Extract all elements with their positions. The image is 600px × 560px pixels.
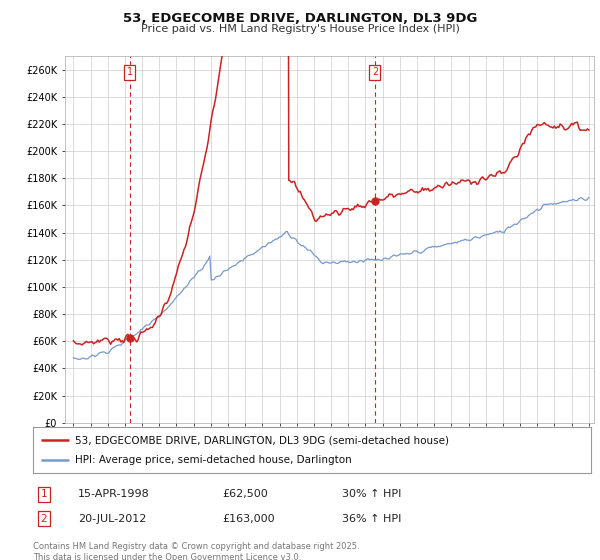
- Text: 1: 1: [40, 489, 47, 500]
- Text: 36% ↑ HPI: 36% ↑ HPI: [342, 514, 401, 524]
- Text: 15-APR-1998: 15-APR-1998: [78, 489, 150, 500]
- Text: HPI: Average price, semi-detached house, Darlington: HPI: Average price, semi-detached house,…: [75, 455, 352, 465]
- Text: £62,500: £62,500: [222, 489, 268, 500]
- Text: Contains HM Land Registry data © Crown copyright and database right 2025.
This d: Contains HM Land Registry data © Crown c…: [33, 542, 359, 560]
- Text: £163,000: £163,000: [222, 514, 275, 524]
- Text: 20-JUL-2012: 20-JUL-2012: [78, 514, 146, 524]
- Text: 53, EDGECOMBE DRIVE, DARLINGTON, DL3 9DG (semi-detached house): 53, EDGECOMBE DRIVE, DARLINGTON, DL3 9DG…: [75, 435, 449, 445]
- Text: 2: 2: [40, 514, 47, 524]
- Text: 30% ↑ HPI: 30% ↑ HPI: [342, 489, 401, 500]
- Text: 53, EDGECOMBE DRIVE, DARLINGTON, DL3 9DG: 53, EDGECOMBE DRIVE, DARLINGTON, DL3 9DG: [123, 12, 477, 25]
- Text: Price paid vs. HM Land Registry's House Price Index (HPI): Price paid vs. HM Land Registry's House …: [140, 24, 460, 34]
- Text: 2: 2: [372, 67, 378, 77]
- Text: 1: 1: [127, 67, 133, 77]
